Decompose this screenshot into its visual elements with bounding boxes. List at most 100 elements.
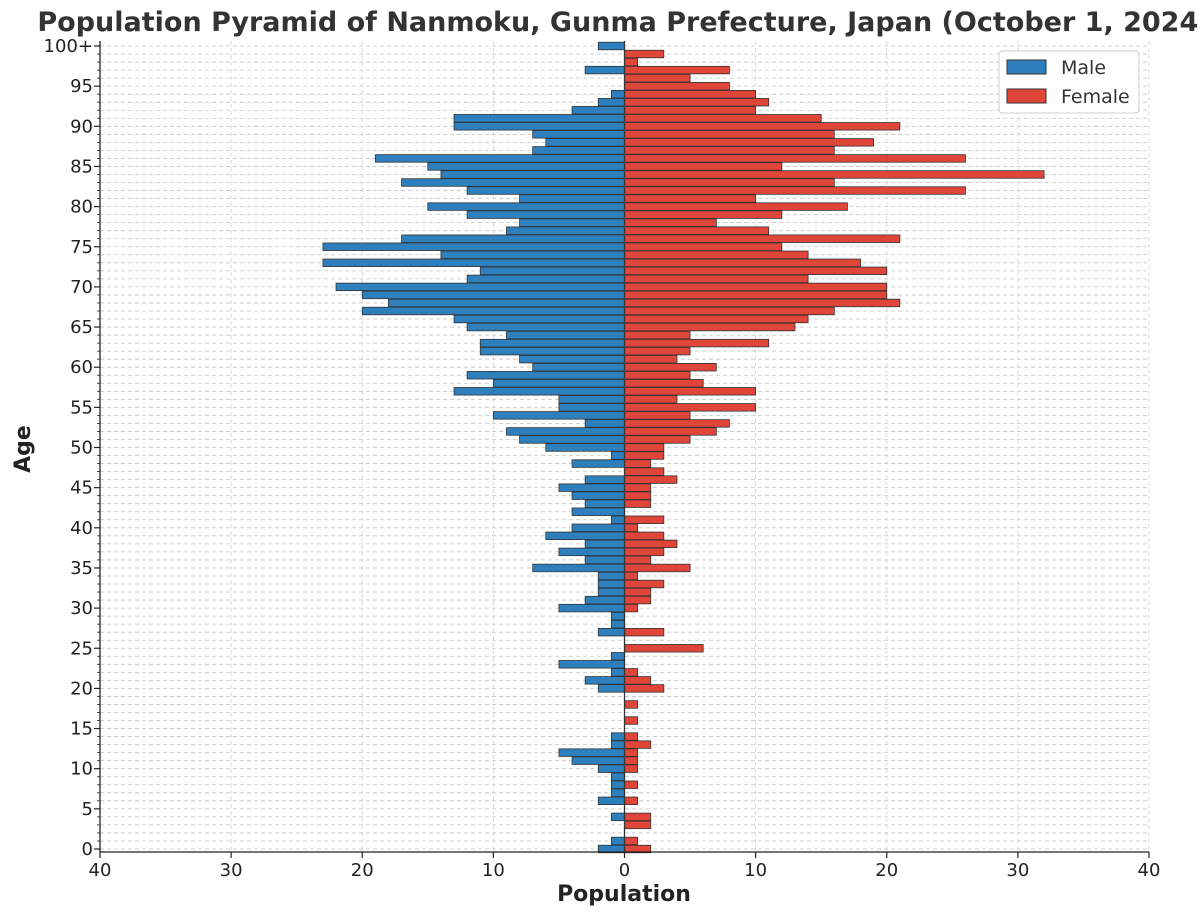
bar-female	[624, 595, 652, 605]
bar-female	[624, 371, 691, 380]
bar-female	[624, 130, 835, 139]
bar-male	[597, 628, 625, 637]
bar-male	[532, 563, 625, 573]
y-tick-label: 5	[82, 799, 93, 820]
bar-female	[624, 764, 639, 773]
bar-male	[610, 788, 625, 797]
x-tick-label: 40	[89, 860, 112, 881]
bar-male	[558, 403, 625, 412]
bar-male	[584, 539, 625, 549]
bar-male	[597, 571, 625, 581]
y-tick-label: 80	[70, 197, 93, 218]
bar-male	[571, 756, 625, 765]
bar-male	[597, 796, 625, 805]
bar-female	[624, 587, 652, 597]
bar-male	[610, 772, 625, 781]
bar-female	[624, 539, 678, 549]
bar-female	[624, 515, 665, 524]
bar-male	[427, 202, 625, 211]
bar-male	[479, 266, 625, 276]
bar-female	[624, 218, 717, 227]
legend-swatch-male	[1006, 59, 1047, 75]
bar-female	[624, 379, 704, 388]
bar-male	[610, 611, 625, 621]
bar-female	[624, 242, 783, 251]
bar-male	[571, 523, 625, 532]
bar-female	[624, 796, 639, 805]
x-tick-label: 20	[351, 860, 374, 881]
bar-female	[624, 258, 861, 267]
bar-female	[624, 732, 639, 741]
bar-male	[597, 579, 625, 589]
bar-female	[624, 563, 691, 573]
bar-male	[558, 748, 625, 757]
bar-female	[624, 531, 665, 541]
bar-female	[624, 812, 652, 822]
bar-male	[571, 106, 625, 115]
bar-female	[624, 836, 639, 846]
bar-female	[624, 411, 691, 420]
bar-female	[624, 467, 665, 476]
y-axis-label: Age	[11, 425, 36, 473]
y-tick-label: 40	[70, 518, 93, 539]
bar-female	[624, 459, 652, 468]
bar-male	[597, 41, 625, 51]
bar-male	[584, 499, 625, 508]
x-tick-label: 30	[1006, 860, 1029, 881]
bar-male	[361, 306, 625, 316]
bar-male	[453, 314, 625, 324]
bar-male	[597, 587, 625, 597]
bar-male	[466, 274, 625, 284]
bars	[322, 41, 1045, 854]
bar-male	[610, 732, 625, 741]
bar-male	[610, 780, 625, 789]
bar-male	[545, 138, 625, 147]
bar-female	[624, 322, 796, 332]
bar-female	[624, 740, 652, 749]
bar-female	[624, 451, 665, 460]
bar-male	[479, 346, 625, 356]
bar-female	[624, 314, 809, 324]
bar-female	[624, 106, 757, 115]
bar-male	[558, 547, 625, 557]
y-tick-label: 100+	[44, 36, 93, 57]
bar-female	[624, 700, 639, 709]
bar-female	[624, 354, 678, 364]
bar-male	[610, 740, 625, 749]
bar-male	[322, 258, 625, 267]
bar-male	[440, 170, 625, 179]
bar-female	[624, 395, 678, 404]
bar-female	[624, 210, 783, 219]
bar-female	[624, 668, 639, 677]
bar-male	[466, 371, 625, 380]
bar-female	[624, 571, 639, 581]
bar-male	[532, 363, 625, 372]
y-tick-label: 65	[70, 317, 93, 338]
bar-female	[624, 644, 704, 653]
bar-male	[453, 114, 625, 123]
y-tick-label: 95	[70, 76, 93, 97]
bar-male	[610, 619, 625, 629]
bar-male	[597, 764, 625, 773]
bar-female	[624, 306, 835, 316]
bar-female	[624, 170, 1045, 179]
bar-female	[624, 603, 639, 613]
x-tick-label: 0	[619, 860, 630, 881]
bar-male	[558, 395, 625, 404]
bar-female	[624, 81, 730, 91]
y-tick-label: 30	[70, 598, 93, 619]
y-tick-label: 60	[70, 357, 93, 378]
axes	[94, 41, 1150, 858]
bar-male	[440, 250, 625, 259]
y-tick-label: 70	[70, 277, 93, 298]
bar-male	[545, 443, 625, 452]
bar-female	[624, 330, 691, 340]
bar-female	[624, 363, 717, 372]
bar-male	[519, 194, 625, 203]
bar-female	[624, 282, 888, 292]
bar-male	[519, 354, 625, 364]
bar-male	[610, 668, 625, 677]
bar-female	[624, 443, 665, 452]
bar-male	[597, 684, 625, 693]
bar-female	[624, 579, 665, 589]
